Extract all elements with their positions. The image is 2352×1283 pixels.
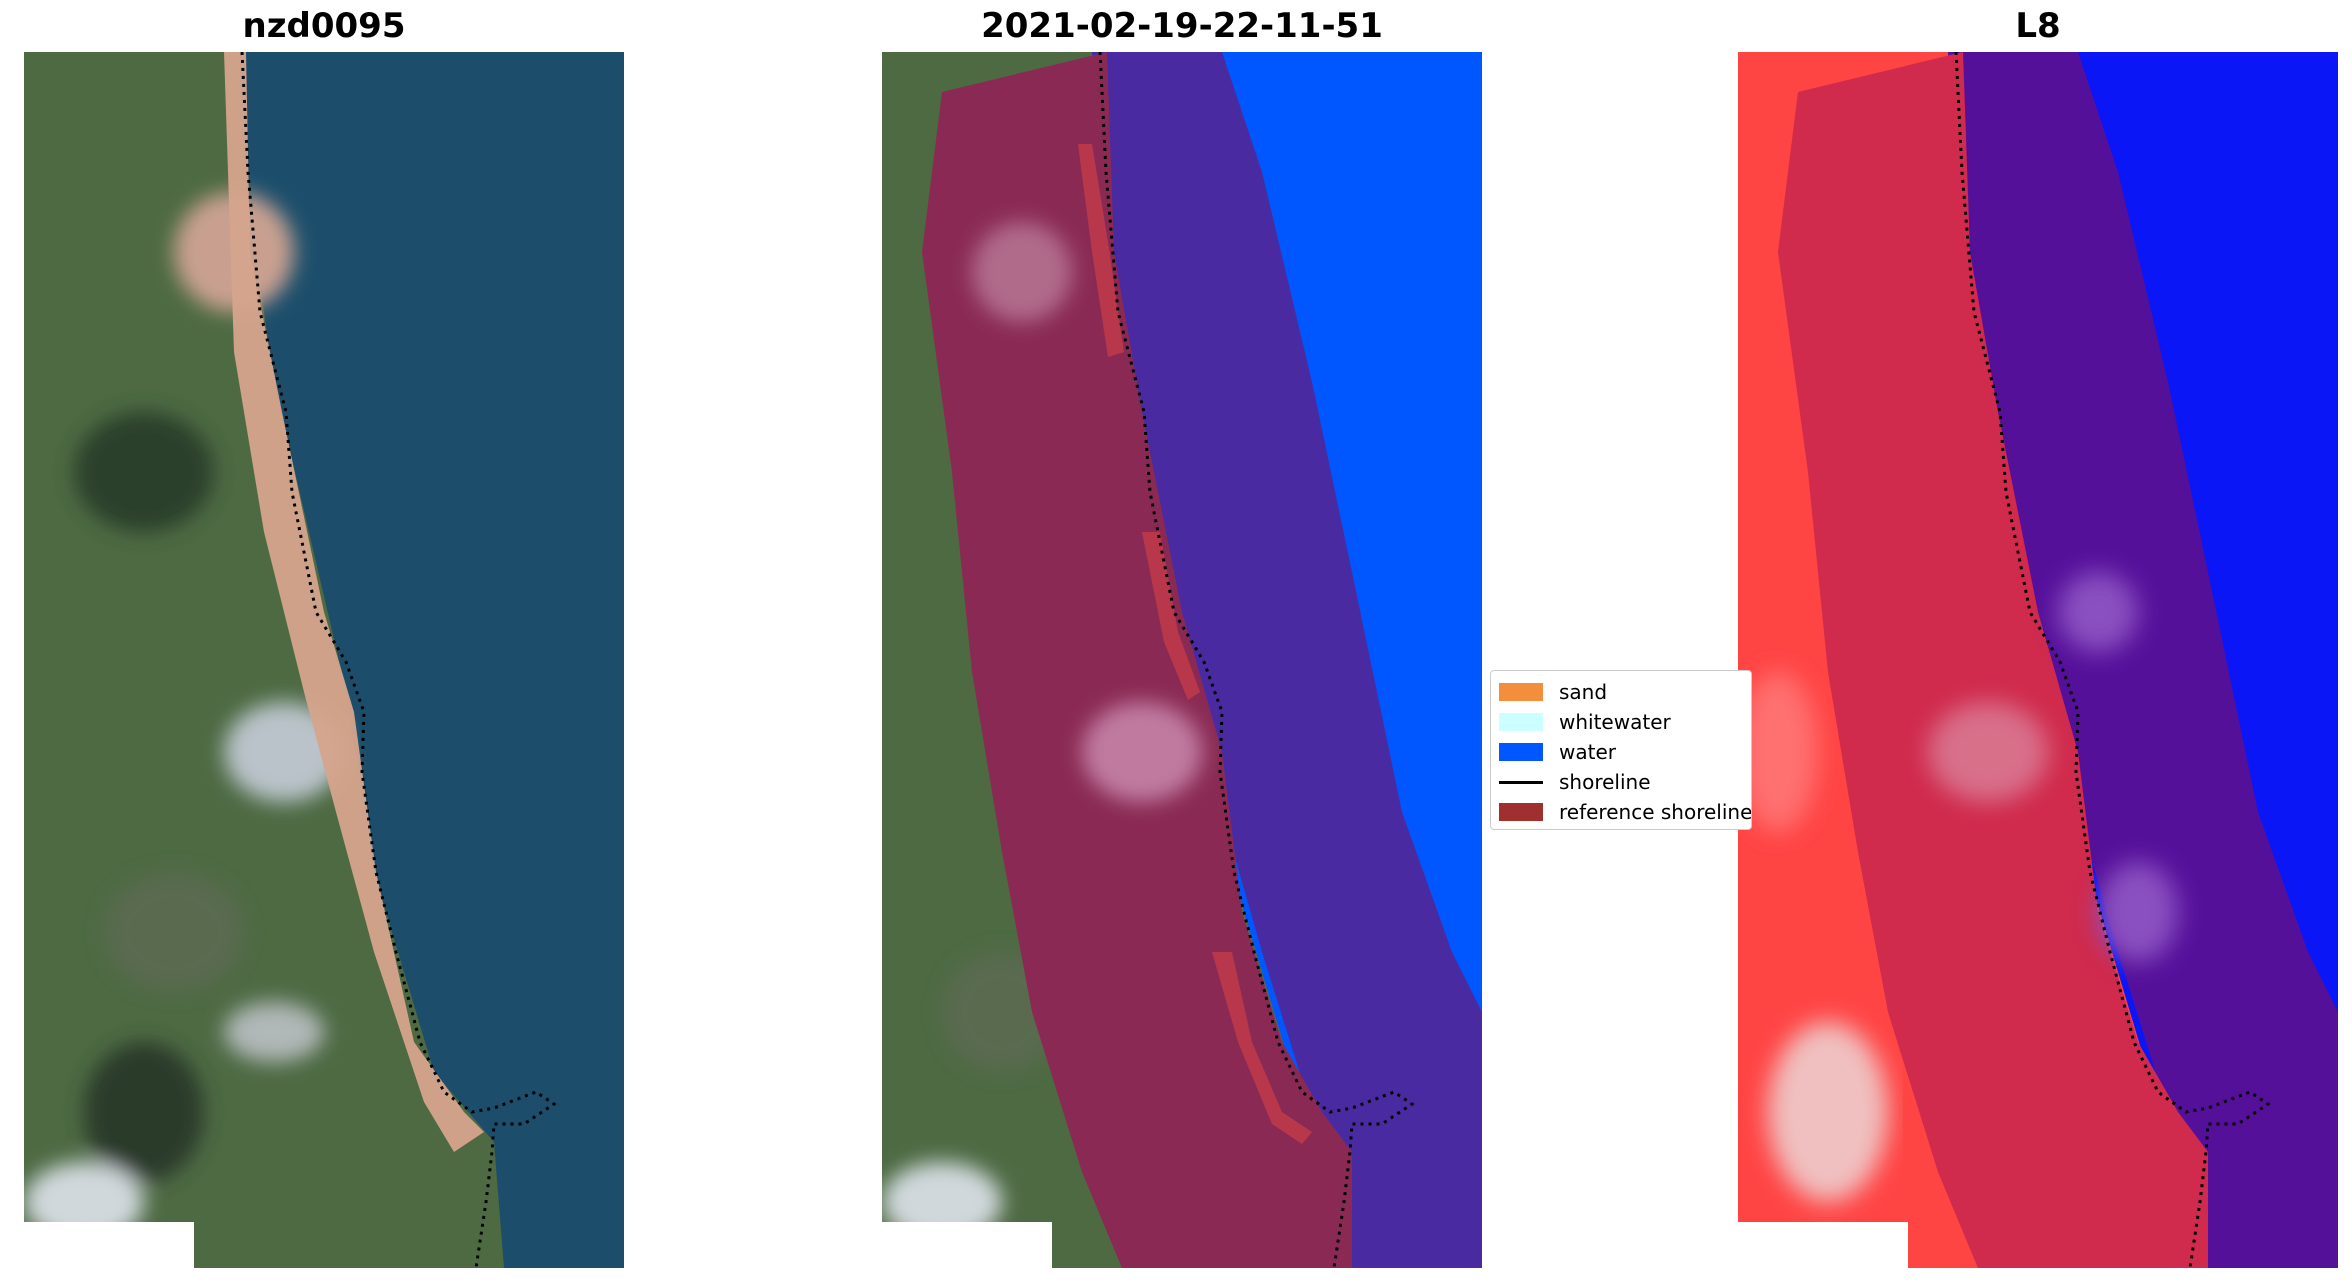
legend-label: sand [1559,680,1608,704]
panel-title-classification: 2021-02-19-22-11-51 [981,6,1383,46]
legend-item-whitewater: whitewater [1491,707,1751,737]
legend-item-water: water [1491,737,1751,767]
legend: sand whitewater water shoreline referenc… [1490,670,1752,830]
water-swatch [1499,743,1543,761]
reference-shoreline-swatch [1499,803,1543,821]
panel-title-index: L8 [2015,6,2061,46]
shoreline-line-symbol [1499,781,1543,784]
legend-label: shoreline [1559,770,1651,794]
legend-label: water [1559,740,1616,764]
panel-title-rgb: nzd0095 [242,6,406,46]
rgb-satellite-image [24,52,624,1268]
legend-label: whitewater [1559,710,1671,734]
sand-swatch [1499,683,1543,701]
legend-item-reference-shoreline: reference shoreline [1491,797,1751,827]
legend-label: reference shoreline [1559,800,1752,824]
legend-item-sand: sand [1491,677,1751,707]
index-image [1738,52,2338,1268]
legend-item-shoreline: shoreline [1491,767,1751,797]
whitewater-swatch [1499,713,1543,731]
classification-map [882,52,1482,1268]
